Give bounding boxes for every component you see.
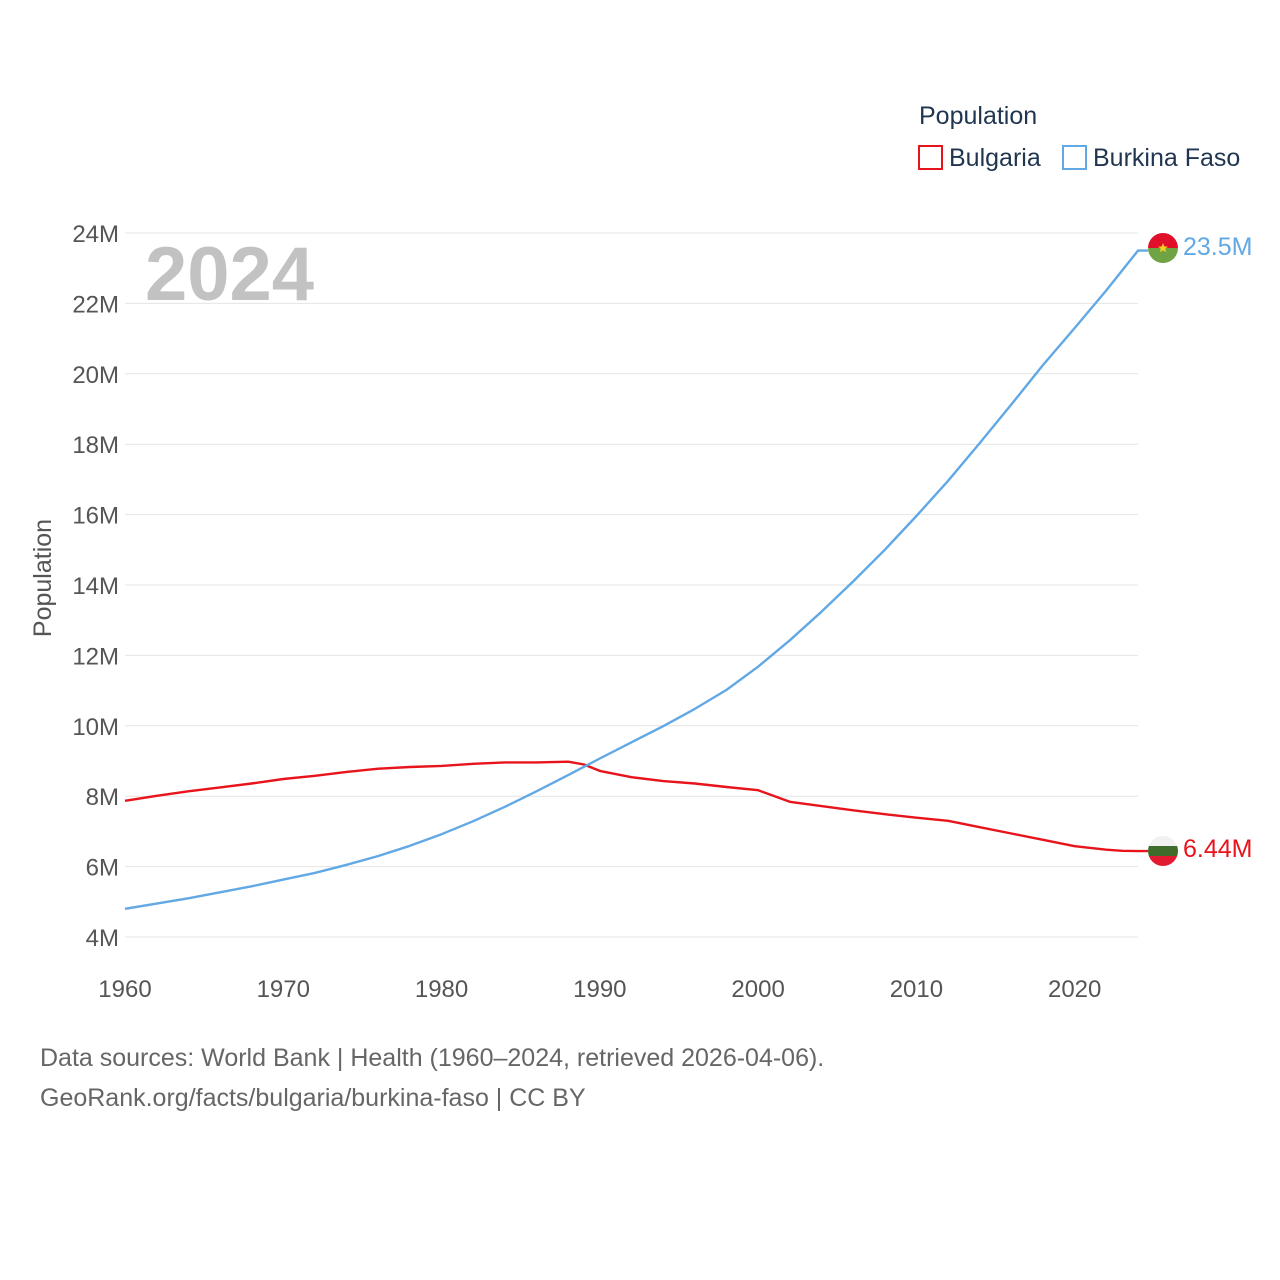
y-tick-label: 4M (86, 925, 119, 952)
bulgaria-flag-icon (1148, 836, 1178, 866)
y-tick-label: 16M (72, 503, 119, 530)
legend-swatch-bulgaria (918, 145, 943, 170)
gridlines (125, 232, 1138, 938)
legend-label-bulgaria: Bulgaria (949, 144, 1041, 172)
y-tick-label: 24M (72, 221, 119, 248)
series-line-burkina-faso (124, 249, 1148, 910)
legend-swatch-burkina-faso (1062, 145, 1087, 170)
x-tick-label: 1970 (257, 976, 310, 1003)
y-tick-label: 20M (72, 362, 119, 389)
x-tick-label: 1990 (573, 976, 626, 1003)
legend-title: Population (919, 102, 1037, 130)
y-axis-ticks: 4M 6M 8M 10M 12M 14M 16M 18M 20M 22M 24M (72, 221, 119, 952)
x-tick-label: 1960 (98, 976, 151, 1003)
current-year-label: 2024 (145, 232, 314, 317)
y-axis-label: Population (29, 519, 57, 637)
attribution-link[interactable]: GeoRank.org/facts/bulgaria/burkina-faso … (40, 1084, 586, 1112)
legend-label-burkina-faso: Burkina Faso (1093, 144, 1240, 172)
y-tick-label: 14M (72, 573, 119, 600)
y-tick-label: 8M (86, 784, 119, 811)
burkina-faso-end-value: 23.5M (1183, 233, 1252, 261)
legend: Population Bulgaria Burkina Faso (918, 102, 1240, 172)
series-line-bulgaria (124, 760, 1148, 853)
x-tick-label: 2010 (890, 976, 943, 1003)
y-tick-label: 10M (72, 714, 119, 741)
x-tick-label: 2000 (731, 976, 784, 1003)
burkina-faso-flag-icon (1148, 233, 1178, 263)
bulgaria-end-value: 6.44M (1183, 835, 1252, 863)
y-tick-label: 12M (72, 643, 119, 670)
x-tick-label: 2020 (1048, 976, 1101, 1003)
data-source-note: Data sources: World Bank | Health (1960–… (40, 1044, 825, 1072)
x-axis-ticks: 1960 1970 1980 1990 2000 2010 2020 (98, 976, 1101, 1003)
y-tick-label: 18M (72, 432, 119, 459)
series-lines (124, 249, 1148, 910)
x-tick-label: 1980 (415, 976, 468, 1003)
y-tick-label: 6M (86, 855, 119, 882)
y-tick-label: 22M (72, 291, 119, 318)
